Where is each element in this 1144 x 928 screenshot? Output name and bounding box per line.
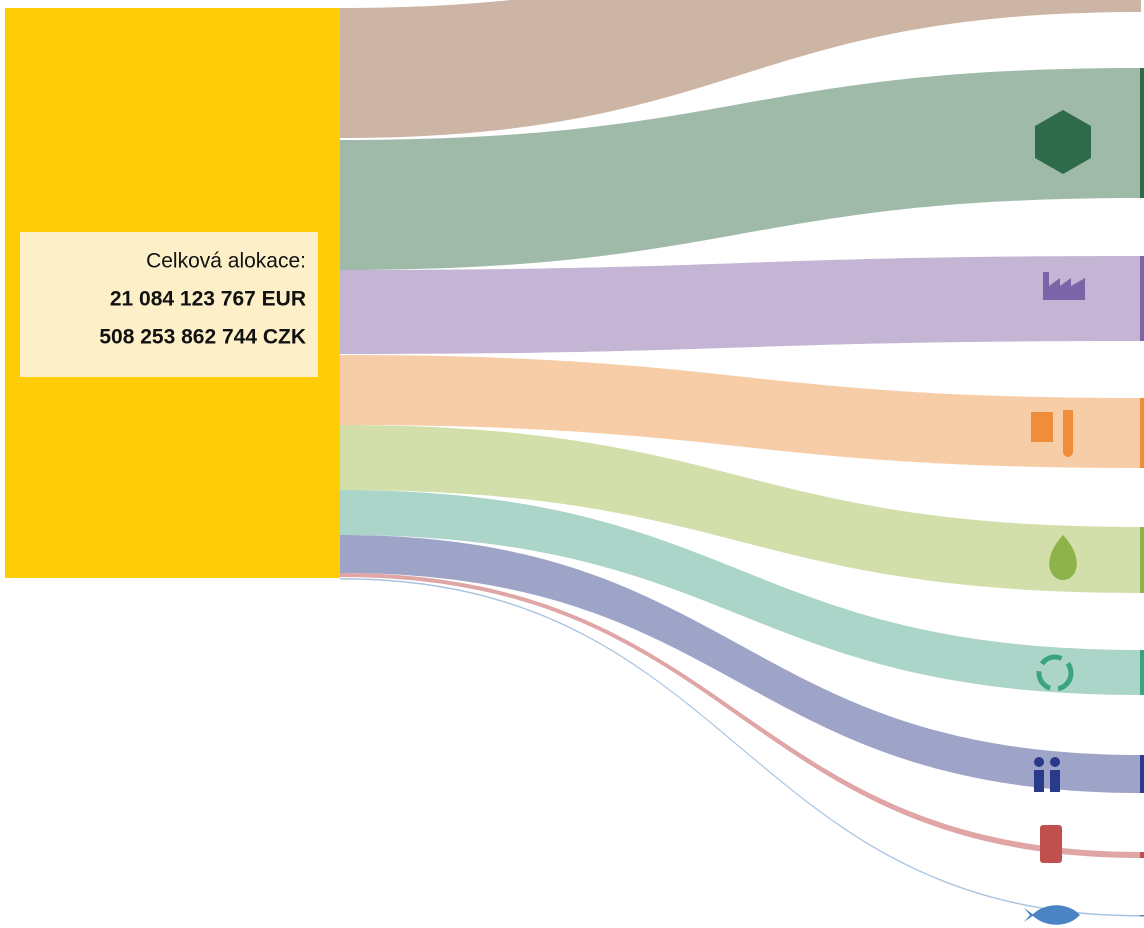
flows <box>340 0 1144 917</box>
flow <box>340 535 1141 793</box>
icon-factory <box>1043 272 1085 300</box>
target-edge <box>1140 398 1144 468</box>
icon-research <box>1031 410 1073 457</box>
icon-fish <box>1024 905 1080 925</box>
target-edge <box>1140 527 1144 593</box>
target-edge <box>1140 915 1144 917</box>
flow <box>340 355 1141 468</box>
flow <box>340 490 1141 695</box>
icon-people-head <box>1034 757 1044 767</box>
summary-czk: 508 253 862 744 CZK <box>99 326 306 349</box>
summary-eur: 21 084 123 767 EUR <box>110 288 306 311</box>
icon-people-head <box>1050 757 1060 767</box>
icon-recycle <box>1036 654 1074 692</box>
flow <box>340 578 1141 917</box>
icon-people <box>1034 770 1060 792</box>
target-edge <box>1140 650 1144 695</box>
target-edge <box>1140 256 1144 341</box>
target-edge <box>1140 68 1144 198</box>
flow <box>340 256 1141 354</box>
flow <box>340 68 1141 270</box>
target-edge <box>1140 755 1144 793</box>
summary-label: Celková alokace: <box>146 250 306 273</box>
icon-leaf <box>1049 535 1077 580</box>
summary-box <box>20 232 318 377</box>
flow <box>340 573 1141 858</box>
target-edge <box>1140 852 1144 858</box>
flow <box>340 0 1141 138</box>
icon-hexagon <box>1035 110 1091 174</box>
icon-phone <box>1040 825 1062 863</box>
flow <box>340 425 1141 593</box>
